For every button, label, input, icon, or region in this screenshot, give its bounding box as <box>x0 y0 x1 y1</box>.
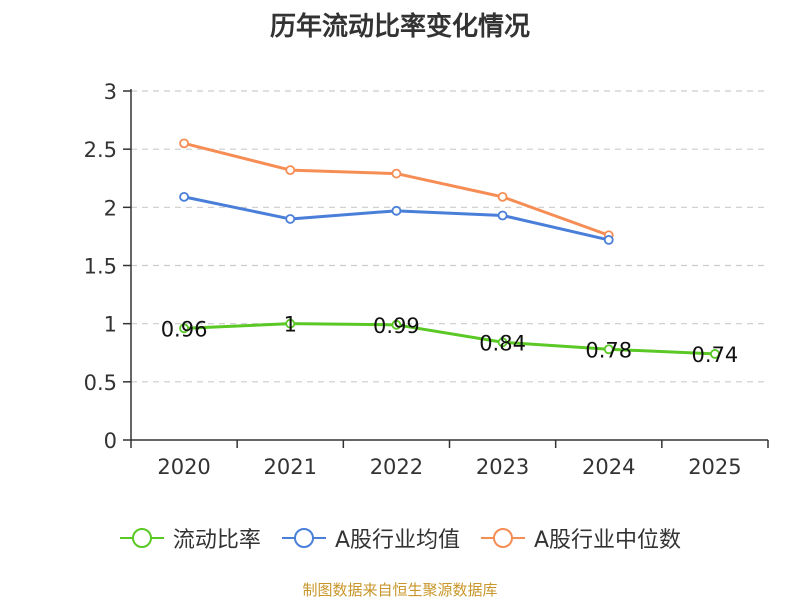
data-point-1-0[interactable] <box>179 191 189 202</box>
data-point-0-4[interactable] <box>603 344 614 355</box>
y-tick-label: 1 <box>104 313 117 337</box>
y-tick-label: 2.5 <box>84 138 117 162</box>
legend: 流动比率 A股行业均值 A股行业中位数 <box>0 520 800 556</box>
legend-swatch-industry-mean <box>281 528 326 548</box>
y-tick-label: 2 <box>104 196 117 220</box>
data-point-1-4[interactable] <box>603 235 614 245</box>
x-tick-label: 2024 <box>582 455 635 479</box>
gridlines <box>131 90 768 383</box>
x-tick-label: 2022 <box>370 455 423 479</box>
data-point-0-1[interactable] <box>285 318 296 329</box>
data-point-2-0[interactable] <box>179 138 189 149</box>
data-point-1-2[interactable] <box>391 205 402 216</box>
data-point-1-1[interactable] <box>285 214 296 224</box>
y-tick-label: 0 <box>104 429 117 453</box>
data-label: 0.78 <box>585 338 632 362</box>
x-tick-label: 2025 <box>688 455 741 479</box>
data-point-2-2[interactable] <box>391 168 402 179</box>
series-line-2 <box>183 141 610 237</box>
data-point-0-2[interactable] <box>391 319 402 330</box>
x-tick-label: 2020 <box>157 455 210 479</box>
legend-item-industry-mean[interactable]: A股行业均值 <box>281 522 460 554</box>
data-label: 0.99 <box>373 314 420 338</box>
data-label: 0.84 <box>479 331 526 355</box>
legend-label-industry-median: A股行业中位数 <box>534 528 682 553</box>
legend-label-industry-mean: A股行业均值 <box>334 528 460 553</box>
data-point-0-3[interactable] <box>497 337 508 348</box>
data-labels: 0.96 1 0.99 0.84 0.78 0.74 <box>161 313 739 367</box>
data-label: 1 <box>284 313 297 337</box>
series <box>179 138 720 359</box>
series-line-1 <box>183 195 610 242</box>
chart-title: 历年流动比率变化情况 <box>269 12 530 42</box>
data-label: 0.74 <box>692 343 739 367</box>
data-point-2-3[interactable] <box>497 191 508 202</box>
legend-item-current-ratio[interactable]: 流动比率 <box>119 522 261 554</box>
x-tick-label: 2021 <box>264 455 317 479</box>
legend-swatch-industry-median <box>481 528 525 548</box>
data-point-0-5[interactable] <box>710 349 720 359</box>
axes: 0 0.5 1 1.5 2 2.5 3 2020 2021 2022 2023 2024 2025 <box>84 80 769 479</box>
y-tick-label: 1.5 <box>84 255 117 279</box>
legend-item-industry-median[interactable]: A股行业中位数 <box>480 522 681 554</box>
source-note: 制图数据来自恒生聚源数据库 <box>302 581 498 599</box>
data-point-0-0[interactable] <box>179 323 189 334</box>
line-chart: 0 0.5 1 1.5 2 2.5 3 2020 2021 2022 2023 2024 2025 0.… <box>84 80 769 479</box>
data-point-2-1[interactable] <box>285 165 296 176</box>
legend-label-current-ratio: 流动比率 <box>172 528 261 553</box>
series-line-0 <box>184 322 715 356</box>
data-point-1-3[interactable] <box>497 210 508 221</box>
y-tick-label: 0.5 <box>84 371 117 395</box>
data-label: 0.96 <box>161 317 208 341</box>
y-tick-label: 3 <box>104 80 117 104</box>
legend-swatch-current-ratio <box>119 528 164 548</box>
x-tick-label: 2023 <box>476 455 529 479</box>
